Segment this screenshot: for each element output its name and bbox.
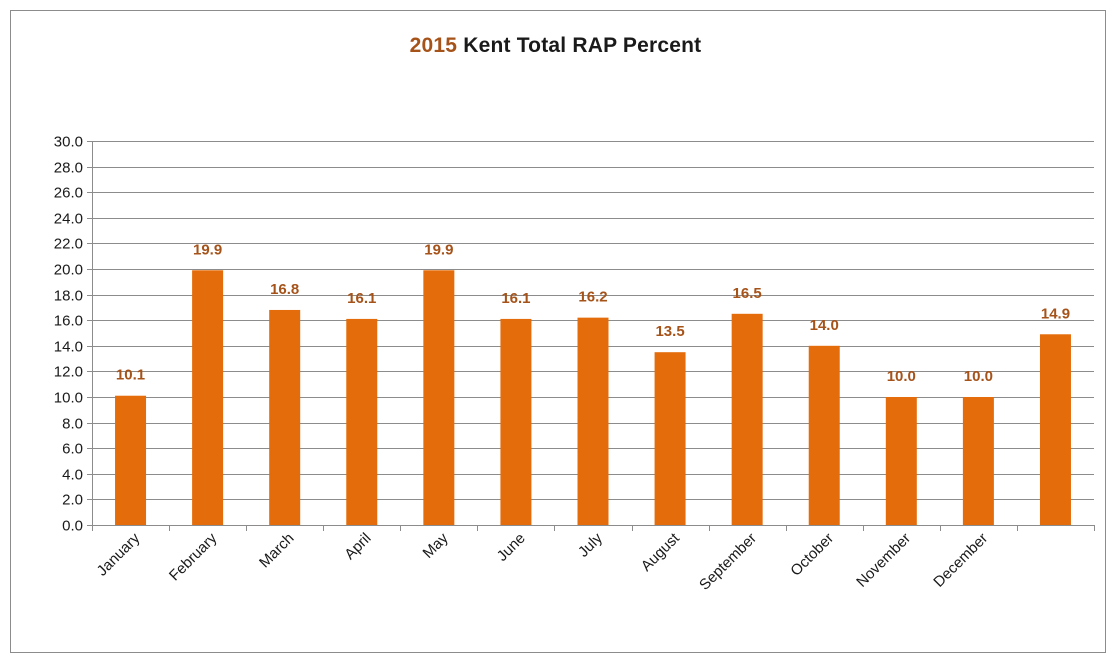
- category-label: January: [94, 529, 144, 579]
- y-tick-label: 10.0: [54, 390, 83, 407]
- y-tick-label: 4.0: [62, 467, 83, 484]
- y-tick-label: 22.0: [54, 236, 83, 253]
- data-label: 13.5: [655, 323, 684, 340]
- y-axis-ticks: 0.0 2.0 4.0 6.0 8.0 10.0 12.0 14.0 16.0 18.0 20.0 2…: [54, 134, 92, 535]
- data-label: 16.1: [347, 290, 376, 307]
- y-tick-label: 16.0: [54, 313, 83, 330]
- bar: [423, 270, 455, 525]
- data-label: 10.0: [964, 368, 993, 385]
- bar: [346, 318, 378, 525]
- y-tick-label: 28.0: [54, 160, 83, 177]
- y-tick-label: 2.0: [62, 492, 83, 509]
- bar: [500, 318, 532, 525]
- data-label: 14.9: [1041, 305, 1070, 322]
- category-label: December: [930, 530, 991, 591]
- bar: [192, 270, 224, 525]
- y-tick-label: 8.0: [62, 416, 83, 433]
- bar: [1039, 334, 1071, 525]
- y-tick-label: 24.0: [54, 211, 83, 228]
- y-tick-label: 18.0: [54, 288, 83, 305]
- data-label: 10.0: [887, 368, 916, 385]
- category-label: February: [166, 529, 221, 584]
- category-label: November: [853, 530, 914, 591]
- category-label: July: [575, 529, 606, 560]
- y-tick-label: 0.0: [62, 518, 83, 535]
- bar: [731, 313, 763, 525]
- bar: [885, 397, 917, 525]
- bar: [654, 352, 686, 525]
- data-label: 16.1: [501, 290, 530, 307]
- category-label: October: [787, 530, 837, 580]
- bar: [115, 395, 147, 525]
- data-label: 16.2: [578, 289, 607, 306]
- axes: [92, 141, 1095, 531]
- bar: [577, 317, 609, 525]
- y-tick-label: 26.0: [54, 185, 83, 202]
- data-label: 16.8: [270, 281, 299, 298]
- category-label: April: [341, 530, 374, 563]
- bar: [808, 345, 840, 525]
- y-tick-label: 14.0: [54, 339, 83, 356]
- chart-title-text: Kent Total RAP Percent: [463, 34, 702, 57]
- data-label: 19.9: [193, 241, 222, 258]
- data-label: 10.1: [116, 367, 145, 384]
- category-label: March: [256, 530, 297, 571]
- category-label: September: [696, 530, 760, 594]
- y-tick-label: 12.0: [54, 364, 83, 381]
- bar: [269, 309, 301, 525]
- chart-title: 2015 Kent Total RAP Percent: [0, 34, 1111, 58]
- y-tick-label: 6.0: [62, 441, 83, 458]
- y-tick-label: 30.0: [54, 134, 83, 151]
- category-label: August: [638, 529, 684, 575]
- y-tick-label: 20.0: [54, 262, 83, 279]
- category-label: June: [494, 530, 529, 565]
- bar: [962, 397, 994, 525]
- data-label: 19.9: [424, 241, 453, 258]
- bars: [115, 270, 1071, 525]
- data-label: 16.5: [733, 285, 762, 302]
- data-labels: 10.1 19.9 16.8 16.1 19.9 16.1 16.2 13.5 16.5 14.0…: [116, 241, 1070, 385]
- chart-title-year: 2015: [409, 34, 458, 57]
- category-label: May: [420, 529, 452, 561]
- data-label: 14.0: [810, 317, 839, 334]
- x-axis-categories: January February March April May June July Augu…: [94, 529, 992, 593]
